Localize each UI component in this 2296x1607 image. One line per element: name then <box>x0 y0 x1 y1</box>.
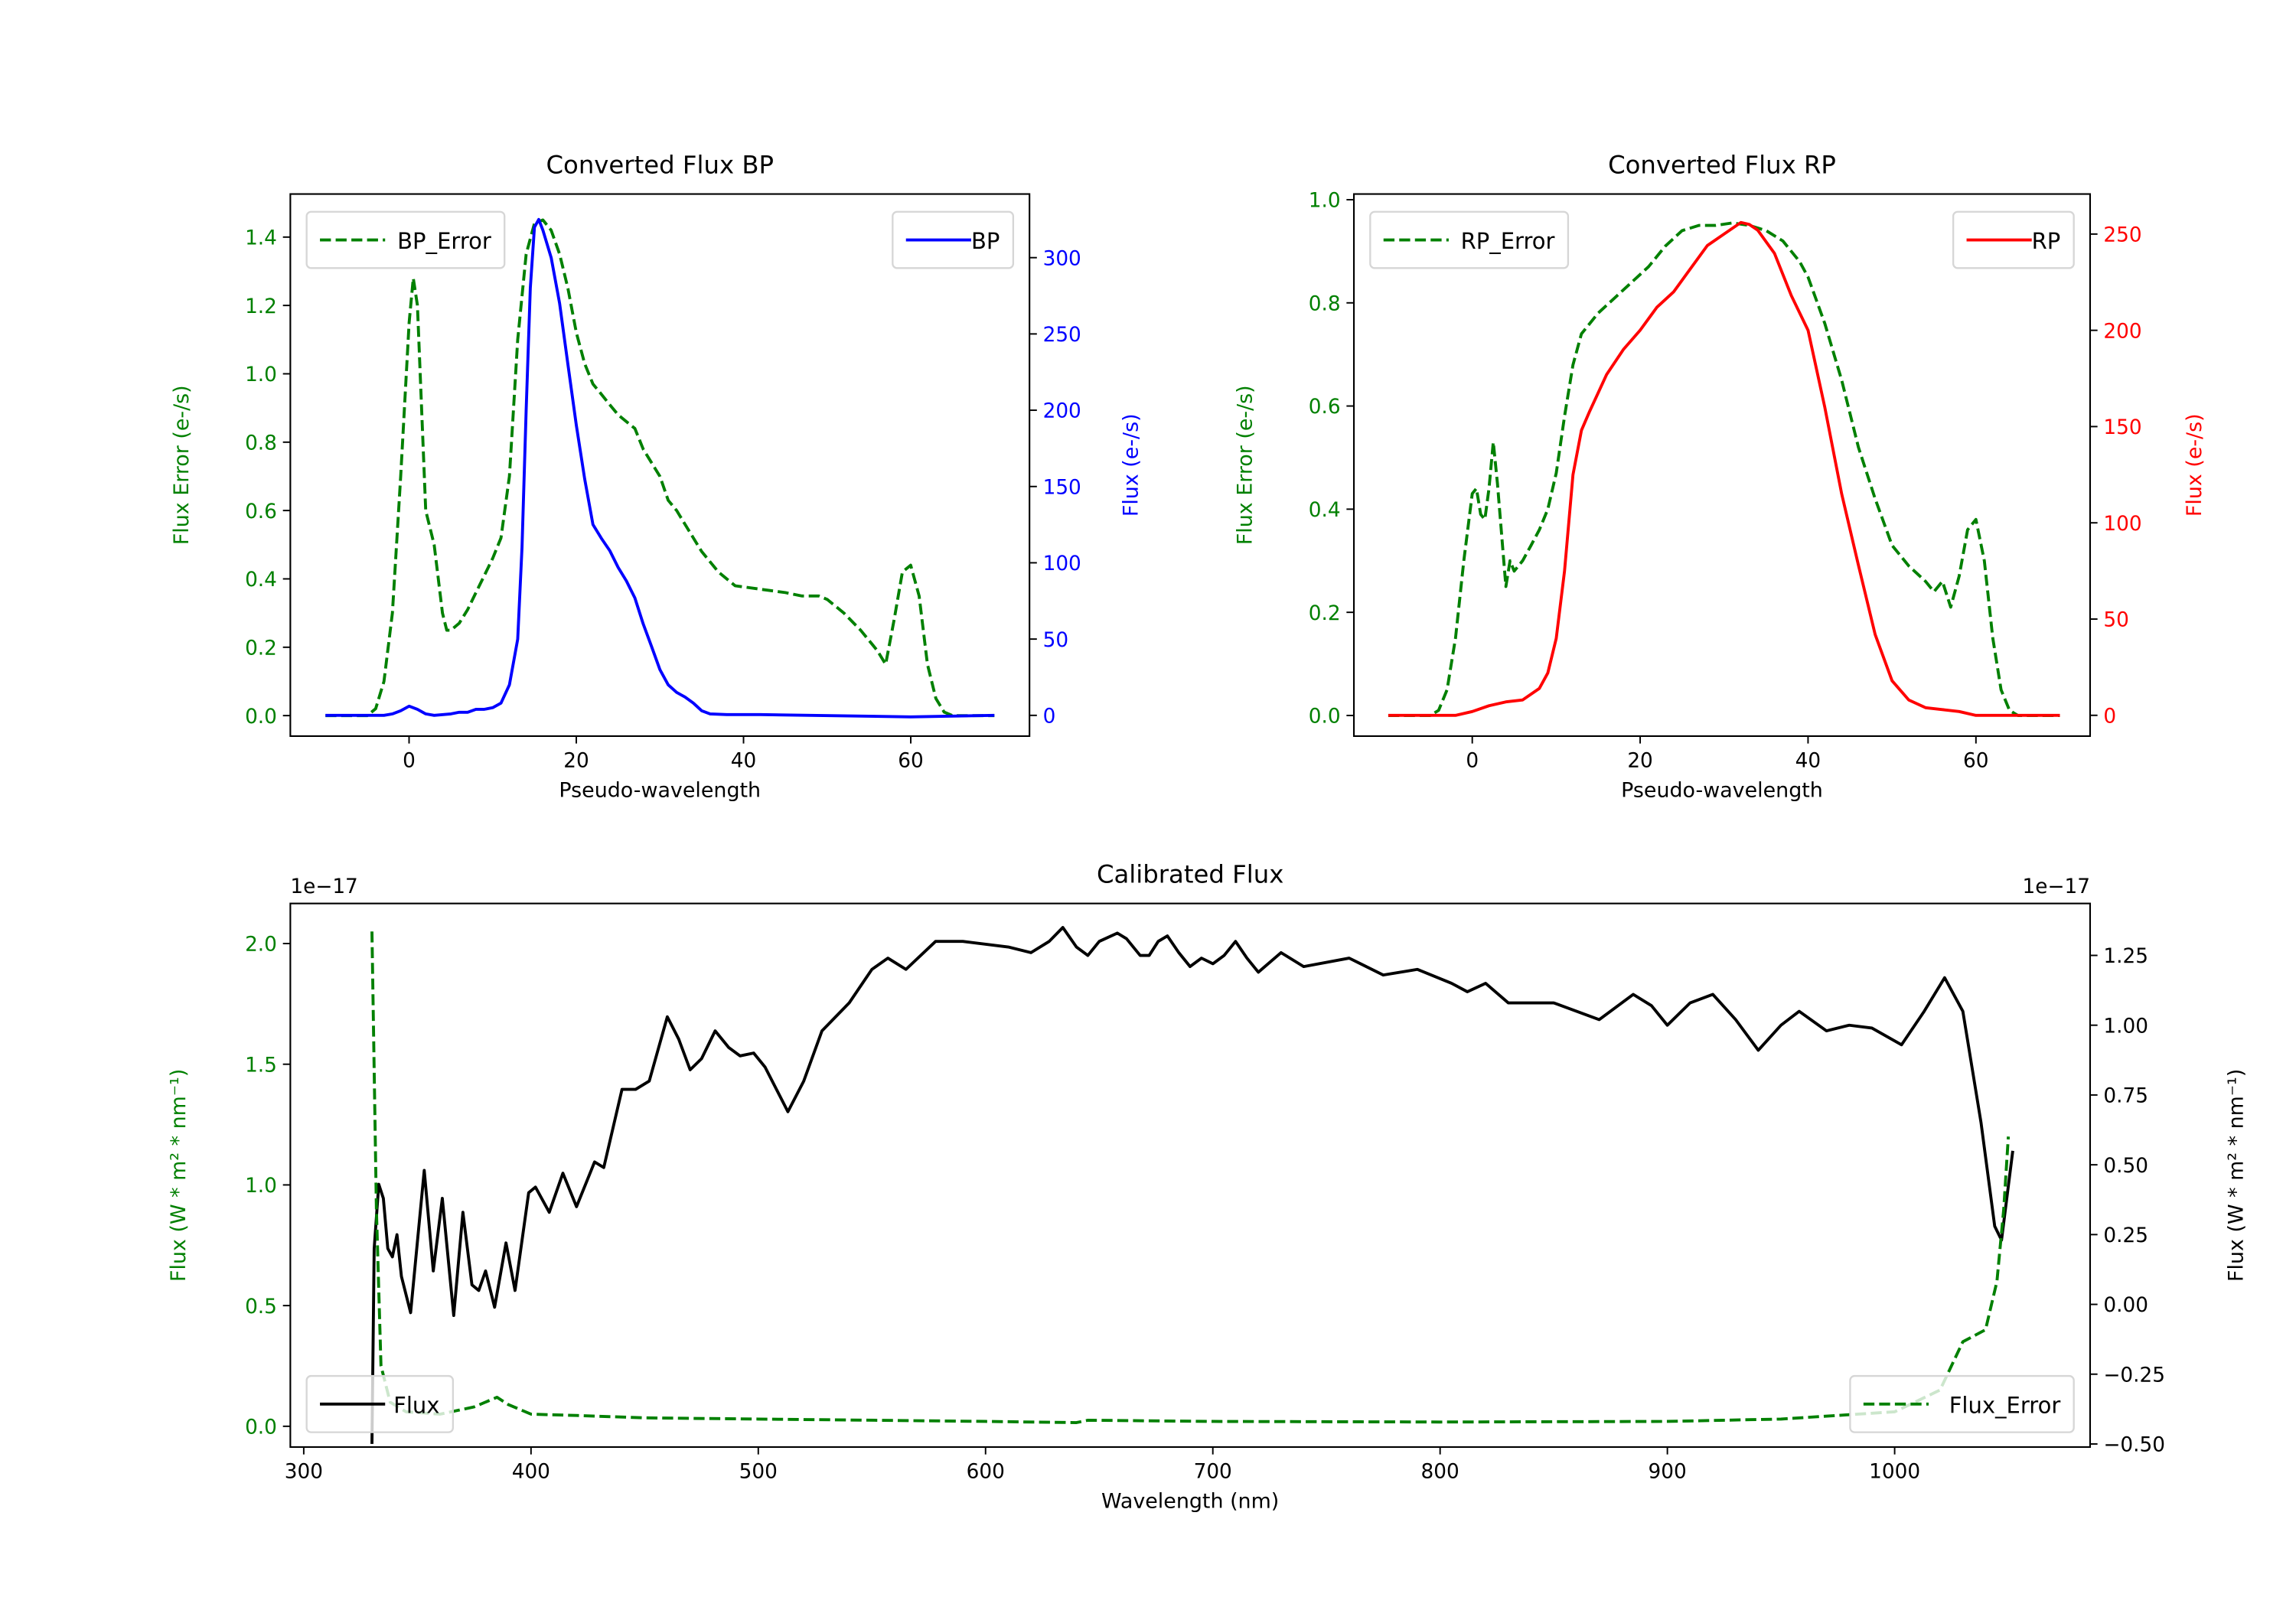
y-left-tick-label: 1.0 <box>245 1175 277 1198</box>
panel-0: 0 20 40 60 0.0 0.2 0.4 0.6 0.8 1.0 1.2 1.4 0 50 100 150… <box>170 150 1143 802</box>
y-left-tick-label: 0.0 <box>245 1416 277 1439</box>
y-right-tick-label: 0.25 <box>2103 1224 2148 1247</box>
legend-label: BP <box>971 228 1000 254</box>
legend-rp-error: RP_Error <box>1369 210 1570 269</box>
y-right-tick-label: 1.25 <box>2103 945 2148 968</box>
chart-title: Converted Flux BP <box>546 150 774 179</box>
x-tick-label: 60 <box>1963 750 1988 773</box>
axes-frame <box>1352 193 2092 737</box>
y-right-tick-label: 100 <box>2103 513 2141 536</box>
y-left-tick-label: 0.0 <box>245 706 277 729</box>
x-tick-label: 700 <box>1194 1461 1232 1484</box>
y-left-tick-label: 0.2 <box>245 637 277 660</box>
y-right-tick-label: 0.50 <box>2103 1155 2148 1178</box>
y-left-tick-label: 0.6 <box>245 500 277 523</box>
x-tick-label: 800 <box>1421 1461 1459 1484</box>
x-axis-label: Pseudo-wavelength <box>559 778 761 802</box>
y-left-tick-label: 0.2 <box>1309 602 1341 625</box>
y-right-tick-label: 200 <box>1043 400 1081 423</box>
legend-label: RP_Error <box>1461 228 1555 254</box>
y-left-axis-label: Flux Error (e-/s) <box>1233 385 1257 545</box>
chart-title: Converted Flux RP <box>1608 150 1836 179</box>
x-tick-label: 60 <box>898 750 923 773</box>
series-line-bp <box>325 217 995 719</box>
x-axis-label: Wavelength (nm) <box>1101 1489 1279 1513</box>
x-tick-label: 1000 <box>1869 1461 1920 1484</box>
legend-box <box>1849 1374 2075 1433</box>
y-left-tick-label: 0.8 <box>245 432 277 455</box>
x-tick-label: 0 <box>403 750 416 773</box>
x-axis-label: Pseudo-wavelength <box>1621 778 1823 802</box>
x-tick-label: 500 <box>739 1461 778 1484</box>
legend-flux: Flux <box>305 1374 455 1433</box>
y-right-tick-label: 1.00 <box>2103 1015 2148 1038</box>
y-left-tick-label: 1.2 <box>245 295 277 318</box>
y-right-tick-label: 0 <box>2103 705 2116 728</box>
y-right-tick-label: 250 <box>1043 324 1081 347</box>
x-tick-label: 40 <box>1795 750 1821 773</box>
legend-rp: RP <box>1952 210 2075 269</box>
y-right-tick-label: 150 <box>2103 416 2141 439</box>
x-tick-label: 0 <box>1466 750 1479 773</box>
y-right-tick-label: 0.00 <box>2103 1294 2148 1317</box>
y-right-offset-label: 1e−17 <box>2022 875 2089 898</box>
y-right-tick-label: 50 <box>2103 609 2128 632</box>
y-right-axis-label: Flux (W * m² * nm⁻¹) <box>2224 1069 2248 1282</box>
x-tick-label: 900 <box>1649 1461 1687 1484</box>
legend-flux-error: Flux_Error <box>1849 1374 2075 1433</box>
x-tick-label: 300 <box>285 1461 323 1484</box>
y-left-tick-label: 1.0 <box>1309 190 1341 213</box>
y-left-tick-label: 0.5 <box>245 1296 277 1319</box>
y-left-tick-label: 0.0 <box>1309 706 1341 729</box>
legend-bp-error: BP_Error <box>305 210 506 269</box>
y-right-tick-label: 300 <box>1043 247 1081 270</box>
x-tick-label: 400 <box>512 1461 550 1484</box>
series-line-flux <box>370 926 2014 1444</box>
y-left-offset-label: 1e−17 <box>290 875 357 898</box>
x-tick-label: 40 <box>731 750 756 773</box>
y-left-axis-label: Flux Error (e-/s) <box>170 385 194 545</box>
panel-2: 300 400 500 600 700 800 900 1000 0.0 0.5 1.0 1.5 2.0… <box>167 860 2248 1514</box>
y-left-tick-label: 1.5 <box>245 1054 277 1077</box>
y-right-tick-label: 0.75 <box>2103 1085 2148 1108</box>
series-line-rp <box>1388 220 2060 717</box>
panel-1: 0 20 40 60 0.0 0.2 0.4 0.6 0.8 1.0 0 50 100 150 200 250… <box>1233 150 2206 802</box>
y-left-tick-label: 0.8 <box>1309 292 1341 315</box>
series-line-flux-error <box>370 931 2011 1424</box>
y-right-tick-label: 200 <box>2103 320 2141 343</box>
axes-frame <box>289 193 1031 737</box>
x-tick-label: 20 <box>563 750 589 773</box>
y-left-tick-label: 1.4 <box>245 227 277 250</box>
y-left-axis-label: Flux (W * m² * nm⁻¹) <box>167 1069 191 1282</box>
legend-label: BP_Error <box>397 228 491 254</box>
series-line-bp-error <box>325 218 995 718</box>
y-right-tick-label: 0 <box>1043 705 1056 728</box>
legend-box <box>305 210 506 269</box>
y-right-axis-label: Flux (e-/s) <box>1119 413 1143 517</box>
legend-box <box>1369 210 1570 269</box>
y-right-axis-label: Flux (e-/s) <box>2183 413 2206 517</box>
legend-label: Flux_Error <box>1949 1392 2061 1418</box>
x-tick-label: 600 <box>967 1461 1005 1484</box>
y-right-tick-label: 100 <box>1043 553 1081 575</box>
chart-title: Calibrated Flux <box>1097 860 1283 889</box>
legend-label: RP <box>2032 228 2061 254</box>
y-left-tick-label: 0.4 <box>245 569 277 592</box>
y-left-tick-label: 1.0 <box>245 363 277 386</box>
y-right-tick-label: −0.50 <box>2103 1434 2165 1457</box>
y-left-tick-label: 2.0 <box>245 934 277 957</box>
y-right-tick-label: 250 <box>2103 224 2141 247</box>
y-right-tick-label: 50 <box>1043 629 1068 652</box>
y-right-tick-label: −0.25 <box>2103 1364 2165 1387</box>
x-tick-label: 20 <box>1627 750 1652 773</box>
legend-bp: BP <box>892 210 1015 269</box>
series-line-rp-error <box>1388 221 2060 717</box>
y-right-tick-label: 150 <box>1043 476 1081 499</box>
y-left-tick-label: 0.6 <box>1309 396 1341 419</box>
legend-label: Flux <box>393 1392 439 1418</box>
axes-frame <box>289 902 2092 1449</box>
y-left-tick-label: 0.4 <box>1309 499 1341 522</box>
